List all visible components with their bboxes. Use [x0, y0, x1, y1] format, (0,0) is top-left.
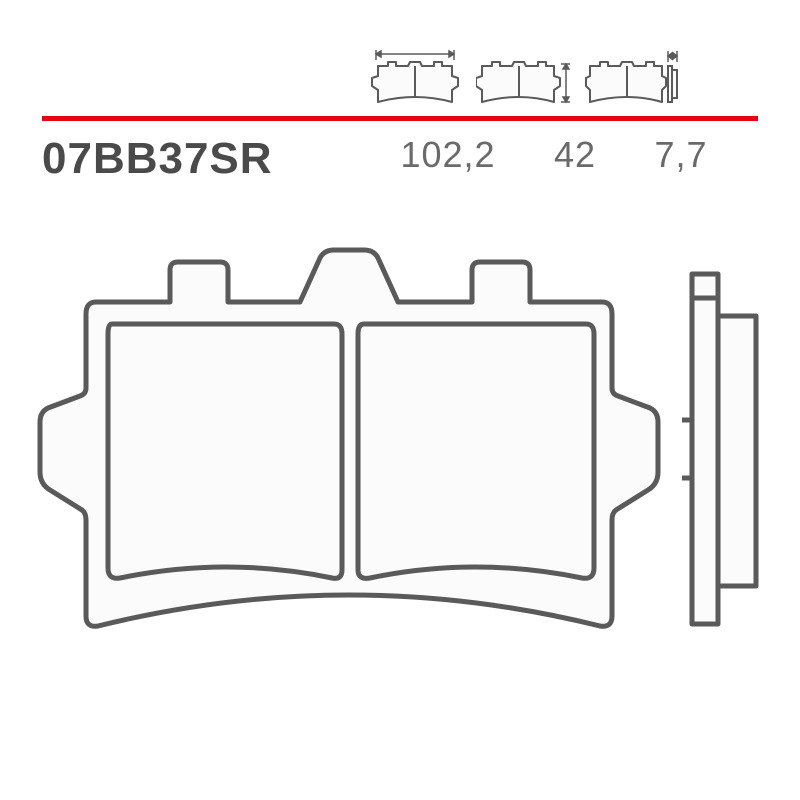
dim-width: 102,2 [388, 134, 508, 176]
spec-row: 07BB37SR 102,2 42 7,7 [42, 134, 758, 184]
front-view [40, 250, 658, 626]
technical-drawing [42, 238, 758, 668]
side-view [682, 274, 756, 624]
dim-height: 42 [540, 134, 610, 176]
header-dimension-icons [368, 48, 688, 110]
spec-sheet: 07BB37SR 102,2 42 7,7 [0, 0, 800, 800]
dim-thick: 7,7 [646, 134, 716, 176]
divider-rule [42, 116, 758, 121]
pad-front-height-icon [476, 48, 570, 110]
pad-front-width-icon [368, 48, 462, 110]
part-number: 07BB37SR [42, 134, 273, 184]
pad-side-thickness-icon [584, 48, 678, 110]
